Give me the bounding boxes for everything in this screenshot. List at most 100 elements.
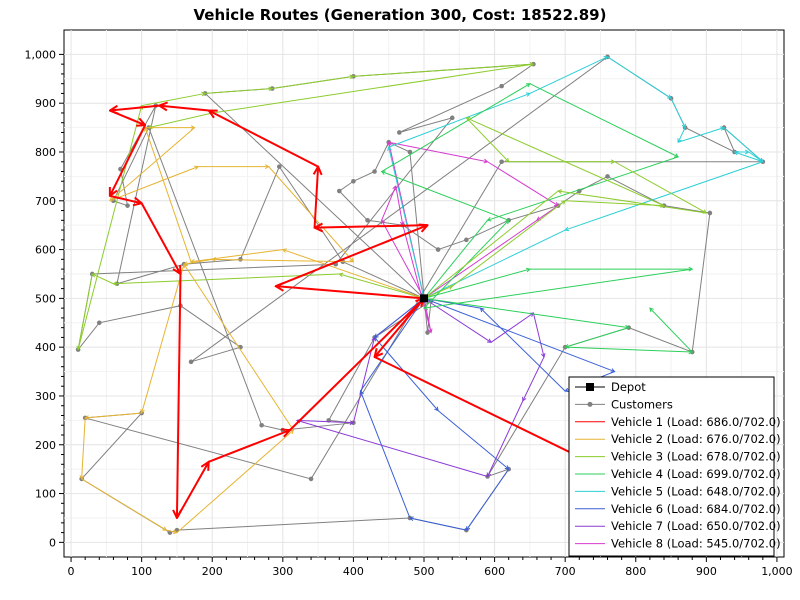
route-segment	[183, 258, 213, 265]
route-vehicle_2	[79, 125, 425, 535]
route-arrowhead	[529, 62, 535, 67]
customer-point	[96, 320, 102, 326]
route-segment	[614, 161, 707, 214]
x-tick-label: 100	[131, 565, 152, 578]
route-segment	[183, 263, 294, 431]
route-segment	[723, 127, 764, 163]
y-tick-label: 500	[35, 292, 56, 305]
route-segment	[388, 146, 425, 299]
route-segment	[381, 185, 397, 221]
route-segment	[423, 268, 531, 299]
x-tick-label: 600	[484, 565, 505, 578]
route-arrowhead	[387, 146, 392, 152]
legend-label: Vehicle 3 (Load: 678.0/702.0)	[611, 450, 781, 464]
y-tick-label: 200	[35, 439, 56, 452]
route-arrowhead	[349, 420, 355, 426]
route-segment	[565, 161, 763, 231]
y-tick-label: 400	[35, 341, 56, 354]
route-segment	[166, 529, 178, 534]
route-segment	[480, 307, 566, 392]
route-segment	[109, 194, 142, 203]
axes: 0 0 100 100 200 200 300 300 400 400 500 500 600 600 70…	[25, 48, 793, 578]
route-segment	[423, 297, 615, 373]
route-arrowhead	[677, 138, 682, 144]
route-segment	[565, 327, 629, 348]
route-arrowhead	[610, 368, 616, 373]
depot-marker	[420, 294, 428, 303]
route-segment	[423, 268, 693, 309]
route-arrowhead	[359, 390, 364, 396]
customer-point	[351, 178, 356, 184]
route-vehicle_4	[380, 83, 694, 355]
route-arrowhead	[349, 257, 355, 263]
legend-label: Vehicle 5 (Load: 648.0/702.0)	[611, 484, 781, 498]
x-tick-label: 700	[555, 565, 576, 578]
route-arrowhead	[194, 165, 200, 171]
legend-label: Vehicle 6 (Load: 684.0/702.0)	[611, 502, 781, 516]
route-segment	[381, 220, 425, 299]
legend-label: Vehicle 1 (Load: 686.0/702.0)	[611, 415, 781, 429]
route-arrowhead	[408, 516, 414, 521]
route-segment	[423, 190, 559, 299]
route-arrowhead	[564, 226, 570, 232]
customer-point	[449, 115, 455, 121]
x-tick-label: 900	[696, 565, 717, 578]
route-segment	[536, 205, 559, 221]
route-segment	[423, 219, 538, 299]
customers-series	[75, 54, 766, 535]
y-tick-label: 300	[35, 390, 56, 403]
route-segment	[110, 124, 147, 196]
route-segment	[176, 429, 294, 533]
route-arrowhead	[465, 526, 471, 532]
route-segment	[85, 412, 142, 419]
legend-swatch-marker	[587, 401, 593, 407]
route-arrowhead	[79, 475, 85, 480]
customer-point	[464, 237, 469, 243]
route-segment	[490, 312, 534, 343]
legend: Depot Customers Vehicle 1 (Load: 686.0/702…	[568, 376, 781, 557]
route-segment	[529, 83, 679, 158]
route-arrowhead	[422, 305, 428, 310]
legend-label: Customers	[611, 397, 673, 411]
customer-point	[372, 169, 377, 174]
y-tick-label: 0	[49, 536, 56, 549]
customers-line	[77, 56, 765, 534]
route-segment	[522, 356, 545, 402]
route-segment	[487, 400, 524, 477]
route-arrowhead	[610, 159, 616, 165]
route-arrowhead	[702, 209, 708, 214]
route-arrowhead	[557, 189, 563, 194]
route-segment	[670, 98, 686, 128]
route-arrowhead	[338, 272, 344, 278]
y-tick-label: 1,000	[25, 48, 57, 61]
route-arrowhead	[183, 263, 188, 269]
route-vehicle_3	[76, 62, 708, 351]
route-segment	[109, 109, 145, 126]
legend-label: Vehicle 7 (Load: 650.0/702.0)	[611, 519, 781, 533]
route-segment	[529, 56, 608, 94]
customer-point	[188, 359, 194, 365]
x-tick-label: 300	[272, 565, 293, 578]
customer-point	[499, 159, 504, 165]
route-arrowhead	[486, 217, 492, 222]
x-tick-label: 500	[414, 565, 435, 578]
route-segment	[375, 297, 425, 357]
customer-point	[125, 203, 130, 208]
route-segment	[339, 273, 425, 299]
route-segment	[409, 517, 467, 531]
legend-label: Vehicle 4 (Load: 699.0/702.0)	[611, 467, 781, 481]
route-arrowhead	[719, 126, 725, 131]
route-segment	[208, 430, 290, 463]
route-arrowhead	[381, 219, 386, 225]
route-segment	[374, 337, 439, 411]
route-arrowhead	[387, 141, 392, 147]
route-arrowhead	[660, 203, 666, 208]
route-segment	[381, 171, 509, 221]
route-vehicle_5	[387, 56, 764, 300]
route-arrowhead	[487, 338, 492, 343]
route-arrowhead	[349, 74, 355, 80]
route-arrowhead	[162, 526, 168, 531]
route-arrowhead	[688, 349, 694, 355]
route-arrowhead	[744, 149, 750, 155]
route-arrowhead	[688, 266, 694, 272]
